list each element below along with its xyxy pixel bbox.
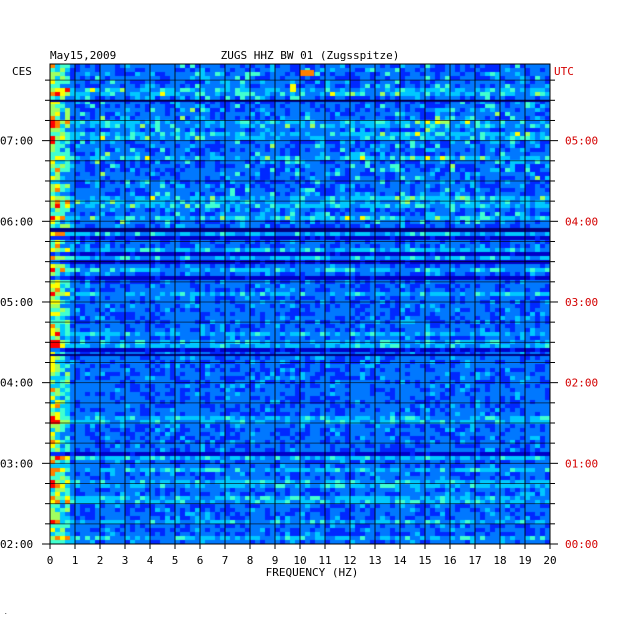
x-axis-label: FREQUENCY (HZ) [266, 566, 359, 579]
ces-tick-label: 03:00 [0, 457, 33, 470]
corner-mark: . [4, 609, 8, 616]
x-tick-label: 3 [122, 554, 129, 567]
utc-tick-label: 01:00 [565, 457, 598, 470]
x-tick-label: 13 [368, 554, 381, 567]
x-tick-label: 11 [318, 554, 331, 567]
date-label: May15,2009 [50, 49, 116, 62]
chart-title: ZUGS HHZ BW 01 (Zugsspitze) [221, 49, 400, 62]
x-tick-label: 2 [97, 554, 104, 567]
x-tick-label: 14 [393, 554, 407, 567]
ces-tick-label: 06:00 [0, 215, 33, 228]
left-axis-label: CES [12, 65, 32, 78]
x-tick-label: 16 [443, 554, 456, 567]
x-tick-label: 12 [343, 554, 356, 567]
axis-labels: 0 1 2 3 4 5 6 7 8 9 10 11 12 13 14 15 16 17 18 19 2005:0007:… [0, 135, 598, 567]
utc-tick-label: 04:00 [565, 215, 598, 228]
x-tick-label: 10 [293, 554, 306, 567]
grid-lines [49, 63, 551, 545]
x-tick-label: 18 [493, 554, 506, 567]
utc-tick-label: 02:00 [565, 377, 598, 390]
utc-tick-label: 05:00 [565, 135, 598, 148]
x-tick-label: 9 [272, 554, 279, 567]
x-tick-label: 20 [543, 554, 556, 567]
utc-tick-label: 03:00 [565, 296, 598, 309]
ces-tick-label: 02:00 [0, 538, 33, 551]
axis-ticks [42, 79, 558, 549]
x-tick-label: 17 [468, 554, 481, 567]
x-tick-label: 4 [147, 554, 154, 567]
ces-tick-label: 07:00 [0, 135, 33, 148]
x-tick-label: 7 [222, 554, 229, 567]
x-tick-label: 1 [72, 554, 79, 567]
utc-tick-label: 00:00 [565, 538, 598, 551]
ces-tick-label: 05:00 [0, 296, 33, 309]
x-tick-label: 0 [47, 554, 54, 567]
x-tick-label: 5 [172, 554, 179, 567]
ces-tick-label: 04:00 [0, 377, 33, 390]
x-tick-label: 6 [197, 554, 204, 567]
right-axis-label: UTC [554, 65, 574, 78]
x-tick-label: 19 [518, 554, 531, 567]
x-tick-label: 15 [418, 554, 431, 567]
x-tick-label: 8 [247, 554, 254, 567]
